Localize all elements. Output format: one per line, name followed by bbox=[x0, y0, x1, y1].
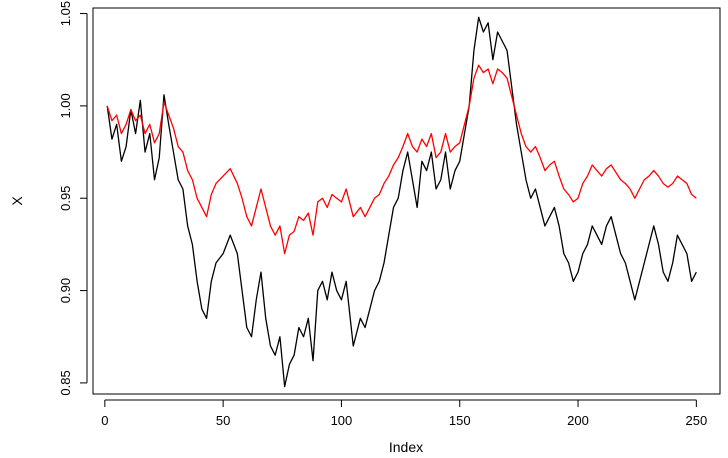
x-tick-label: 100 bbox=[331, 413, 353, 428]
x-tick-label: 200 bbox=[567, 413, 589, 428]
y-axis: 0.85 0.90 0.95 1.00 1.05 bbox=[58, 1, 88, 396]
y-tick-label: 0.95 bbox=[58, 186, 73, 211]
x-axis: 0 50 100 150 200 250 bbox=[101, 399, 707, 428]
series-layer bbox=[106, 16, 697, 388]
y-tick-label: 0.85 bbox=[58, 370, 73, 395]
series-line-0 bbox=[106, 16, 697, 388]
x-tick-label: 50 bbox=[216, 413, 230, 428]
x-axis-title: Index bbox=[389, 439, 423, 455]
x-tick-label: 150 bbox=[449, 413, 471, 428]
x-tick-label: 250 bbox=[685, 413, 707, 428]
x-tick-label: 0 bbox=[101, 413, 108, 428]
series-line-1 bbox=[106, 64, 697, 255]
y-tick-label: 0.90 bbox=[58, 278, 73, 303]
y-axis-title: X bbox=[9, 196, 25, 206]
y-tick-label: 1.05 bbox=[58, 1, 73, 26]
y-tick-label: 1.00 bbox=[58, 93, 73, 118]
plot-box bbox=[92, 7, 721, 395]
